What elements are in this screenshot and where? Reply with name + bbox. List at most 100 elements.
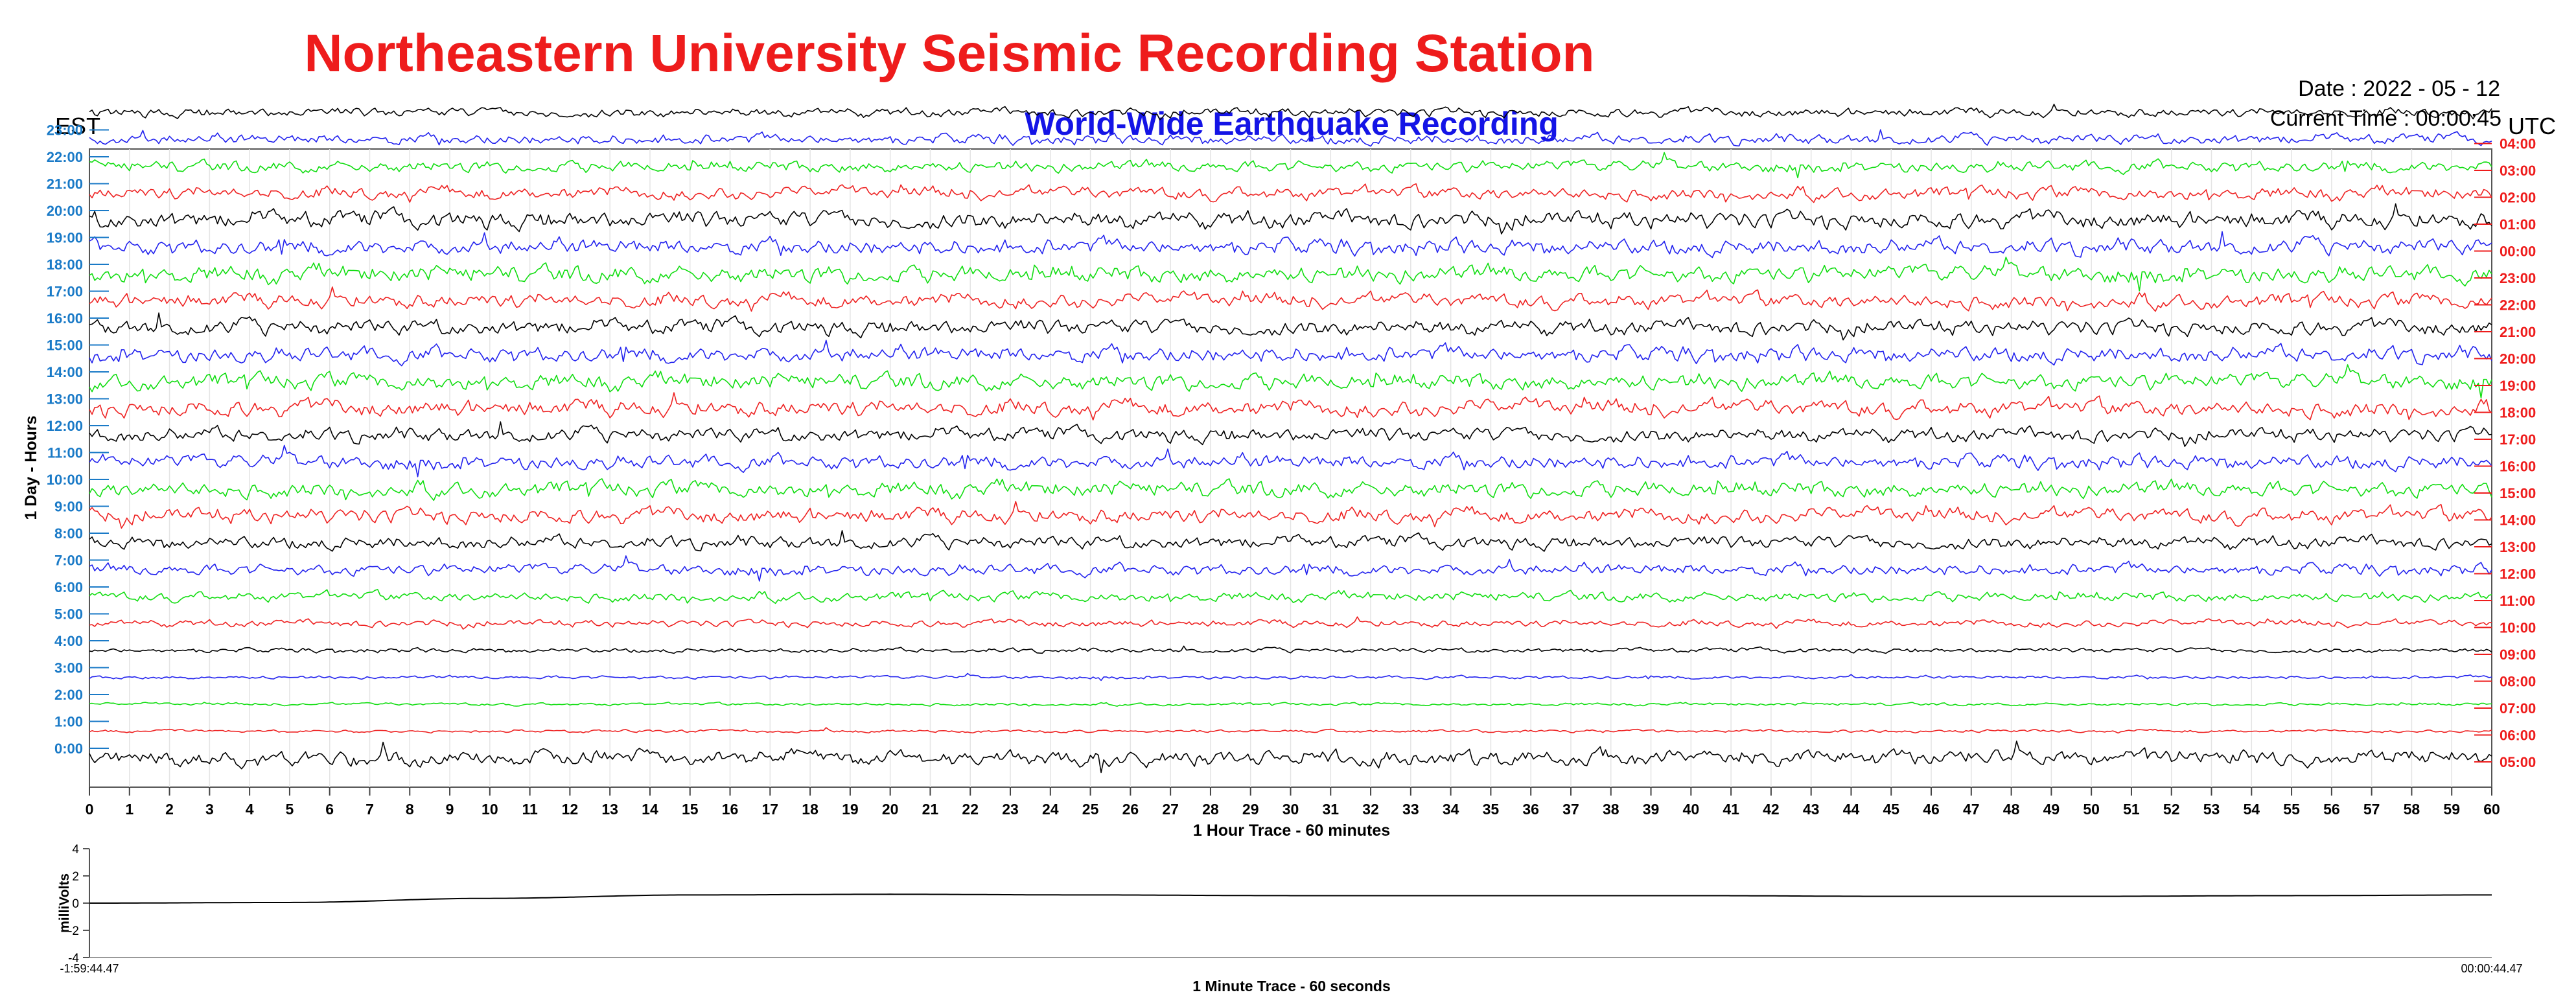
trace-line	[89, 364, 2492, 398]
est-hour-label: 0:00	[54, 741, 83, 757]
minute-y-ticks: 4 2 0 -2 -4	[68, 843, 89, 965]
trace-line	[89, 286, 2492, 312]
est-hour-label: 16:00	[47, 310, 83, 327]
utc-hour-label: 12:00	[2500, 566, 2536, 582]
minute-tick-label: 50	[2083, 801, 2100, 818]
minute-tick-label: 7	[366, 801, 374, 818]
minute-tick-label: 48	[2003, 801, 2020, 818]
minute-tick-label: 55	[2283, 801, 2300, 818]
est-hour-label: 22:00	[47, 149, 83, 165]
trace-line	[89, 530, 2492, 552]
minute-tick-label: 32	[1362, 801, 1379, 818]
minute-tick-label: 24	[1042, 801, 1059, 818]
est-hour-label: 23:00	[47, 122, 83, 139]
minute-tick-label: 35	[1483, 801, 1500, 818]
est-timezone-label: EST	[55, 113, 100, 139]
est-hour-label: 11:00	[47, 445, 83, 461]
est-hour-label: 5:00	[54, 606, 83, 623]
utc-timezone-label: UTC	[2508, 113, 2556, 139]
minute-x-label: 1 Minute Trace - 60 seconds	[1192, 978, 1391, 994]
minute-tick-label: 9	[446, 801, 454, 818]
minute-tick-label: 10	[482, 801, 498, 818]
minute-tick-label: 59	[2443, 801, 2460, 818]
minute-y-tick-label: -2	[68, 924, 79, 938]
trace-line	[89, 589, 2492, 604]
est-hour-label: 15:00	[47, 338, 83, 354]
minute-tick-label: 18	[802, 801, 818, 818]
est-hour-label: 2:00	[54, 687, 83, 703]
minute-tick-label: 12	[562, 801, 579, 818]
minute-tick-label: 46	[1923, 801, 1940, 818]
minute-tick-label: 31	[1322, 801, 1339, 818]
minute-y-tick-label: 0	[72, 897, 79, 911]
minute-tick-label: 15	[682, 801, 699, 818]
est-hour-label: 8:00	[54, 525, 83, 542]
minute-tick-label: 13	[601, 801, 618, 818]
minute-y-tick-label: -4	[68, 952, 79, 965]
minute-tick-label: 36	[1522, 801, 1539, 818]
minute-tick-label: 2	[165, 801, 174, 818]
trace-line	[89, 741, 2492, 774]
utc-hour-label: 16:00	[2500, 459, 2536, 475]
utc-hour-label: 04:00	[2500, 136, 2536, 152]
minute-tick-label: 20	[882, 801, 899, 818]
minute-y-tick-label: 2	[72, 870, 79, 884]
minute-tick-label: 58	[2404, 801, 2420, 818]
est-hour-label: 17:00	[47, 284, 83, 300]
utc-hour-label: 17:00	[2500, 431, 2536, 448]
est-hour-label: 9:00	[54, 499, 83, 515]
est-hour-label: 20:00	[47, 203, 83, 219]
minute-y-tick-label: 4	[72, 843, 79, 856]
minute-tick-label: 23	[1002, 801, 1019, 818]
utc-hour-label: 09:00	[2500, 647, 2536, 663]
minute-tick-label: 5	[286, 801, 294, 818]
minute-tick-label: 26	[1122, 801, 1139, 818]
minute-tick-label: 53	[2203, 801, 2220, 818]
minute-tick-label: 16	[722, 801, 739, 818]
helicorder-plot: 0:00 1:00 2:00 3:00 4:00 5:00 6:00 7:00 8:00 9:00…	[47, 104, 2536, 818]
minute-tick-label: 60	[2483, 801, 2500, 818]
utc-hour-label: 22:00	[2500, 297, 2536, 314]
est-hour-label: 14:00	[47, 364, 83, 380]
est-hour-label: 3:00	[54, 660, 83, 676]
helicorder-gridlines	[129, 149, 2452, 787]
minute-tick-label: 29	[1242, 801, 1259, 818]
est-hour-label: 21:00	[47, 176, 83, 192]
minute-tick-label: 47	[1963, 801, 1980, 818]
trace-line	[89, 701, 2492, 707]
trace-line	[89, 421, 2492, 447]
utc-hour-label: 19:00	[2500, 378, 2536, 394]
utc-hour-label: 01:00	[2500, 216, 2536, 233]
trace-line	[89, 478, 2492, 501]
helicorder-traces	[89, 104, 2492, 774]
utc-hour-label: 00:00	[2500, 244, 2536, 260]
minute-tick-label: 6	[325, 801, 334, 818]
minute-tick-label: 49	[2043, 801, 2060, 818]
minute-tick-label: 45	[1883, 801, 1899, 818]
minute-tick-label: 25	[1082, 801, 1099, 818]
trace-line	[89, 104, 2492, 121]
utc-hour-label: 10:00	[2500, 620, 2536, 636]
utc-hour-label: 11:00	[2500, 593, 2535, 609]
minute-tick-label: 43	[1803, 801, 1820, 818]
utc-hour-label: 08:00	[2500, 674, 2536, 690]
utc-hour-label: 13:00	[2500, 539, 2536, 555]
trace-line	[89, 231, 2492, 258]
est-hour-label: 10:00	[47, 472, 83, 488]
minute-tick-label: 41	[1723, 801, 1739, 818]
utc-hour-label: 07:00	[2500, 700, 2536, 717]
est-hour-label: 12:00	[47, 418, 83, 434]
minute-tick-label: 52	[2163, 801, 2180, 818]
utc-hour-label: 05:00	[2500, 754, 2536, 770]
est-hour-label: 13:00	[47, 391, 83, 408]
page-subtitle: World-Wide Earthquake Recording	[1025, 106, 1559, 142]
minute-tick-label: 44	[1843, 801, 1860, 818]
minute-tick-label: 40	[1683, 801, 1700, 818]
utc-hour-label: 18:00	[2500, 405, 2536, 421]
utc-hour-label: 14:00	[2500, 512, 2536, 529]
helicorder-x-label: 1 Hour Trace - 60 minutes	[1193, 821, 1390, 840]
utc-hour-label: 20:00	[2500, 351, 2536, 367]
est-hour-label: 1:00	[54, 714, 83, 730]
minute-y-label: milliVolts	[57, 873, 72, 933]
